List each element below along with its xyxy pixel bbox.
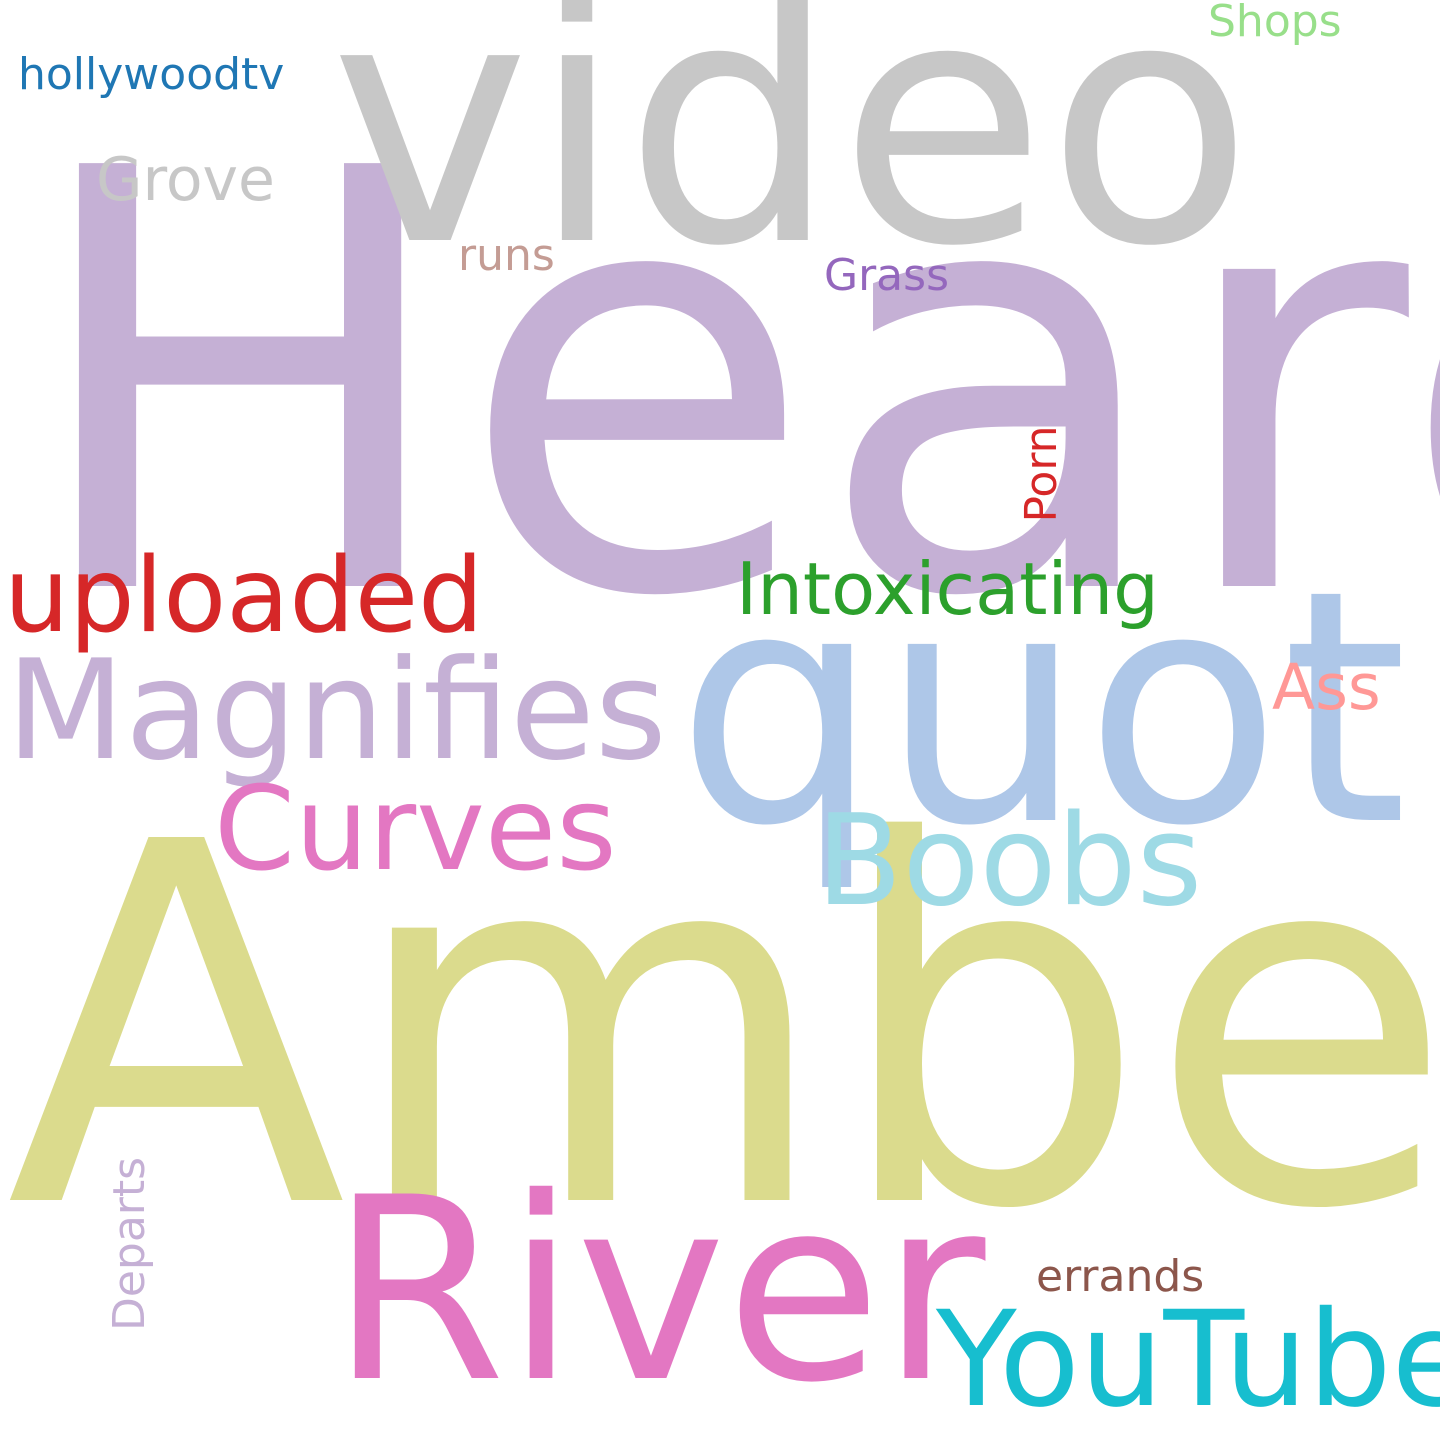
- word-quot: quot: [676, 521, 1408, 896]
- word-departs: Departs: [104, 1156, 155, 1332]
- word-porn: Porn: [1016, 425, 1067, 523]
- word-grass: Grass: [824, 250, 949, 301]
- word-runs: runs: [458, 230, 555, 281]
- word-video: video: [330, 0, 1254, 320]
- word-intoxicating: Intoxicating: [736, 547, 1159, 631]
- word-boobs: Boobs: [816, 787, 1203, 934]
- word-uploaded: uploaded: [4, 536, 484, 656]
- word-river: River: [330, 1143, 986, 1438]
- word-heard: Heard: [22, 48, 1440, 723]
- word-shops: Shops: [1208, 0, 1342, 47]
- word-curves: Curves: [214, 762, 617, 897]
- word-grove: Grove: [96, 145, 275, 215]
- word-amber: Amber: [6, 739, 1440, 1318]
- word-youtube: YouTube: [936, 1283, 1440, 1437]
- word-magnifies: Magnifies: [6, 630, 667, 791]
- word-hollywoodtv: hollywoodtv: [18, 49, 285, 100]
- word-ass: Ass: [1272, 651, 1381, 724]
- word-errands: errands: [1036, 1251, 1205, 1302]
